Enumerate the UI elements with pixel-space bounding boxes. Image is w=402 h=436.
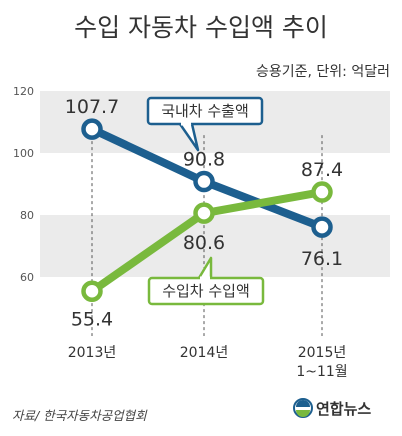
y-tick-label: 60 xyxy=(20,271,34,284)
x-tick-label: 2014년 xyxy=(180,345,229,361)
series-name-label: 수입차 수입액 xyxy=(162,282,250,300)
x-tick-label: 1~11월 xyxy=(296,364,347,380)
chart-title: 수입 자동차 수입액 추이 xyxy=(74,13,328,42)
callout-box xyxy=(146,96,264,126)
x-axis: 2013년 2014년 2015년 1~11월 xyxy=(68,345,348,380)
source-note: 자료/ 한국자동차공업협회 xyxy=(12,408,148,423)
data-label: 76.1 xyxy=(301,248,343,270)
data-label: 87.4 xyxy=(301,159,343,181)
x-tick-label: 2013년 xyxy=(68,345,117,361)
unit-note: 승용기준, 단위: 억달러 xyxy=(256,64,390,80)
logo-mark-icon xyxy=(293,398,313,418)
data-point xyxy=(81,280,103,303)
series-name-label: 국내차 수출액 xyxy=(161,102,249,120)
data-point xyxy=(311,181,333,203)
logo-text: 연합뉴스 xyxy=(316,400,371,418)
data-point xyxy=(311,216,333,238)
data-point xyxy=(81,118,103,140)
y-tick-label: 80 xyxy=(20,209,34,222)
logo: 연합뉴스 xyxy=(293,398,371,418)
data-labels: 107.7 90.8 76.1 55.4 80.6 87.4 xyxy=(65,96,343,330)
y-axis: 60 80 100 120 xyxy=(13,85,34,284)
y-tick-label: 100 xyxy=(13,147,34,160)
data-point xyxy=(193,170,215,193)
callout-pointer xyxy=(197,256,213,279)
callout-pointer xyxy=(178,123,200,152)
data-label: 107.7 xyxy=(65,96,119,118)
x-tick-label: 2015년 xyxy=(298,345,347,361)
data-label: 55.4 xyxy=(71,308,113,330)
series-points xyxy=(81,118,333,303)
data-point xyxy=(193,202,215,224)
data-label: 90.8 xyxy=(183,149,225,171)
y-tick-label: 120 xyxy=(13,85,34,98)
data-label: 80.6 xyxy=(183,232,225,254)
